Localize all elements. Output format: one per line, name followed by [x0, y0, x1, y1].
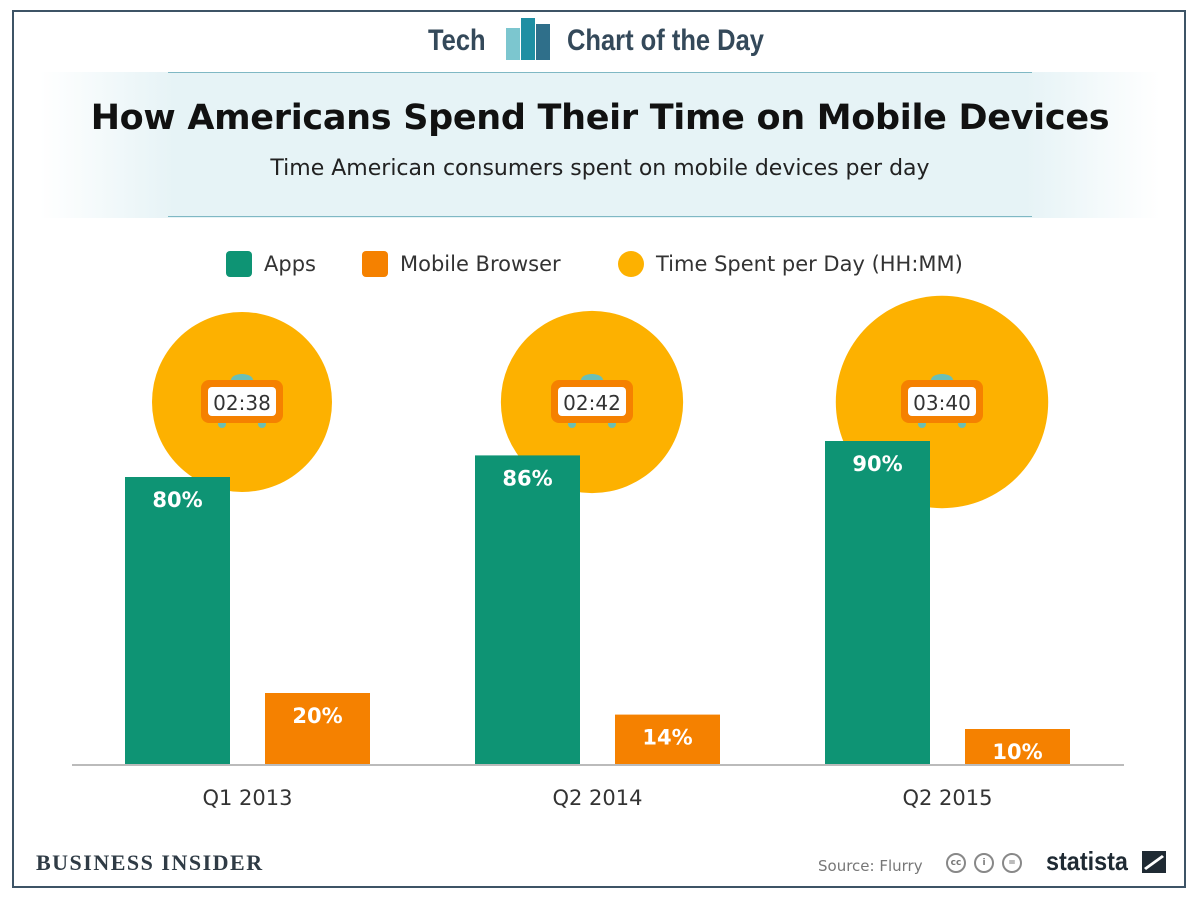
title-top-rule — [168, 72, 1032, 73]
publisher-logo: BUSINESS INSIDER — [36, 850, 264, 875]
x-tick-label: Q1 2013 — [202, 786, 292, 810]
x-tick-label: Q2 2014 — [552, 786, 642, 810]
legend-label-apps: Apps — [264, 252, 316, 276]
apps-value-label: 86% — [502, 466, 552, 490]
legend-swatch-mobile-browser — [362, 251, 388, 277]
chart-subtitle: Time American consumers spent on mobile … — [270, 156, 930, 181]
legend-dot-time-spent — [618, 251, 644, 277]
time-value-label: 02:38 — [213, 391, 271, 415]
clock-icon: 02:38 — [201, 374, 283, 428]
bar-logo-icon — [506, 18, 550, 60]
header-tech-word: Tech — [428, 24, 486, 57]
browser-bar-q1-2013 — [265, 693, 370, 765]
clock-icon: 02:42 — [551, 374, 633, 428]
browser-value-label: 10% — [992, 740, 1042, 764]
legend-swatch-apps — [226, 251, 252, 277]
header-chart-of-the-day: Chart of the Day — [567, 24, 764, 57]
clock-icon: 03:40 — [901, 374, 983, 428]
time-value-label: 03:40 — [913, 391, 971, 415]
legend-label-time-spent: Time Spent per Day (HH:MM) — [656, 252, 963, 276]
legend-item-apps: Apps — [226, 248, 316, 280]
clock-face — [558, 387, 626, 416]
source-note: Source: Flurry — [818, 857, 923, 875]
browser-bar-q2-2015 — [965, 729, 1070, 765]
browser-value-label: 20% — [292, 704, 342, 728]
x-tick-label: Q2 2015 — [902, 786, 992, 810]
apps-bar-q1-2013 — [125, 477, 230, 765]
statista-logo: statista — [1046, 846, 1128, 876]
browser-bar-q2-2014 — [615, 714, 720, 765]
title-bottom-rule — [168, 216, 1032, 217]
cc-attribution-icon: i — [974, 853, 994, 873]
legend-item-time-spent: Time Spent per Day (HH:MM) — [618, 248, 963, 280]
clock-face — [908, 387, 976, 416]
statista-mark-icon — [1142, 851, 1166, 873]
apps-bar-q2-2015 — [825, 441, 930, 765]
browser-value-label: 14% — [642, 726, 692, 750]
time-value-label: 02:42 — [563, 391, 621, 415]
apps-value-label: 90% — [852, 452, 902, 476]
legend-label-mobile-browser: Mobile Browser — [400, 252, 561, 276]
apps-value-label: 80% — [152, 488, 202, 512]
apps-bar-q2-2014 — [475, 455, 580, 765]
cc-license-icon: cc — [946, 853, 966, 873]
legend-item-mobile-browser: Mobile Browser — [362, 248, 561, 280]
clock-face — [208, 387, 276, 416]
cc-noderivs-icon: = — [1002, 853, 1022, 873]
chart-title: How Americans Spend Their Time on Mobile… — [90, 98, 1110, 138]
title-band — [40, 72, 1160, 218]
